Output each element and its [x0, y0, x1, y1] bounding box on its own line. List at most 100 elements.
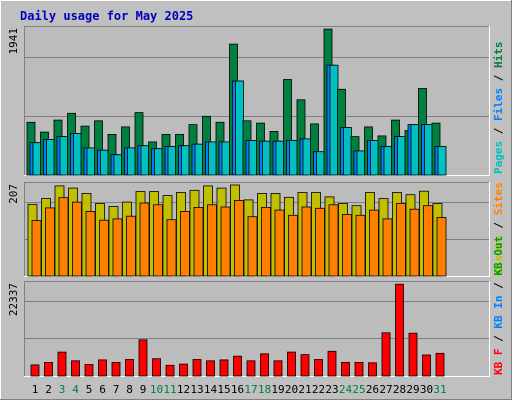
bar-pages-day-1 [32, 142, 42, 176]
bar-kb-f-day-14 [206, 360, 215, 377]
bar-pages-day-4 [73, 133, 82, 176]
bar-sites-day-5 [85, 210, 96, 277]
bar-sites-day-12 [180, 210, 190, 277]
bar-kb-f-day-3 [57, 351, 67, 377]
bar-kb-f-day-29 [408, 332, 418, 377]
bar-kb-f-day-4 [71, 360, 80, 377]
bars [26, 28, 447, 377]
bar-pages-day-26 [370, 139, 379, 176]
chart-title: Daily usage for May 2025 [20, 9, 193, 23]
day-label-6: 6 [99, 383, 106, 396]
scale-max-label: 22337 [7, 283, 20, 316]
bar-pages-day-9 [140, 145, 150, 176]
bar-pages-day-11 [167, 145, 177, 176]
bar-kb-f-day-31 [435, 352, 445, 377]
bar-sites-day-1 [31, 220, 42, 277]
bar-sites-day-11 [166, 219, 177, 277]
day-label-20: 20 [285, 383, 298, 396]
bar-kb-f-day-17 [246, 360, 256, 377]
day-label-13: 13 [190, 383, 203, 396]
bar-sites-day-6 [99, 219, 109, 277]
bar-pages-day-2 [46, 139, 55, 176]
day-label-17: 17 [244, 383, 257, 396]
bar-sites-day-25 [355, 214, 366, 277]
bar-sites-day-8 [126, 215, 136, 277]
bar-kb-f-day-19 [273, 360, 283, 377]
day-label-1: 1 [32, 383, 39, 396]
bar-pages-day-3 [59, 136, 69, 176]
bar-sites-day-28 [396, 203, 406, 277]
bar-sites-day-15 [220, 206, 231, 277]
day-label-4: 4 [72, 383, 79, 396]
legend-kb: KB F / KB In / KB Out [492, 236, 505, 375]
bar-sites-day-24 [342, 214, 352, 277]
bar-sites-day-19 [274, 209, 285, 277]
legend-separator: / [492, 121, 505, 141]
bar-kb-f-day-7 [111, 361, 121, 377]
bar-pages-day-8 [127, 147, 136, 176]
day-label-5: 5 [86, 383, 93, 396]
day-label-10: 10 [150, 383, 163, 396]
bar-sites-day-17 [247, 216, 258, 277]
day-label-3: 3 [59, 383, 66, 396]
bar-pages-day-13 [194, 143, 204, 176]
scale-labels: 1941 207 22337 [7, 28, 20, 316]
bar-sites-day-13 [193, 206, 204, 277]
bar-kb-f-day-9 [138, 339, 148, 377]
legend-item-pages: Pages [492, 141, 505, 174]
day-label-27: 27 [379, 383, 392, 396]
legend-item-kb-in: KB In [492, 296, 505, 329]
bar-pages-day-5 [86, 147, 96, 176]
bar-pages-day-29 [410, 124, 420, 176]
bar-sites-day-7 [112, 218, 123, 277]
day-label-24: 24 [339, 383, 353, 396]
day-label-25: 25 [352, 383, 365, 396]
legend-visits-sites: Visits / Sites [492, 182, 505, 275]
bar-sites-day-10 [153, 204, 163, 277]
bar-pages-day-28 [397, 136, 406, 176]
bar-pages-day-14 [208, 141, 217, 176]
legend-separator: / [492, 68, 505, 88]
bar-pages-day-6 [100, 149, 109, 176]
day-label-19: 19 [271, 383, 284, 396]
day-labels: 1 2 3 4 5 6 7 8 9 10 11 12 13 14 15 16 17 18 19 20 21 22 23 24 2… [32, 383, 447, 396]
bar-kb-f-day-6 [98, 359, 107, 377]
day-label-9: 9 [140, 383, 147, 396]
bar-kb-f-day-23 [327, 350, 337, 377]
bar-pages-day-16 [235, 80, 244, 176]
bar-kb-f-day-25 [354, 361, 364, 377]
bar-sites-day-9 [139, 202, 150, 277]
bar-sites-day-27 [382, 218, 393, 277]
day-label-30: 30 [420, 383, 433, 396]
bar-kb-f-day-1 [30, 364, 40, 377]
bar-pages-day-19 [275, 140, 285, 176]
legend-item-kb-out: KB Out [492, 236, 505, 276]
day-label-22: 22 [312, 383, 325, 396]
day-label-15: 15 [217, 383, 230, 396]
bar-kb-f-day-18 [260, 353, 269, 377]
bar-pages-day-20 [289, 139, 298, 176]
scale-max-label: 207 [7, 184, 20, 204]
bar-pages-day-30 [424, 124, 433, 176]
bar-sites-day-16 [234, 199, 244, 277]
legend-item-kb-f: KB F [492, 349, 505, 376]
day-label-2: 2 [45, 383, 52, 396]
panel-kb [24, 281, 490, 377]
legend-item-visits: Visits [492, 235, 505, 275]
bar-sites-day-31 [436, 217, 447, 277]
scale-max-label: 1941 [7, 28, 20, 55]
bar-kb-f-day-11 [165, 364, 175, 377]
day-label-11: 11 [163, 383, 176, 396]
legend-item-sites: Sites [492, 182, 505, 215]
day-label-29: 29 [406, 383, 419, 396]
legend-separator: / [492, 329, 505, 349]
legend-separator: / [492, 276, 505, 296]
bar-pages-day-24 [343, 127, 352, 176]
day-label-14: 14 [204, 383, 218, 396]
day-label-31: 31 [433, 383, 446, 396]
legend-separator: / [492, 215, 505, 235]
bar-kb-f-day-20 [287, 351, 296, 377]
legend-item-hits: Hits [492, 42, 505, 69]
